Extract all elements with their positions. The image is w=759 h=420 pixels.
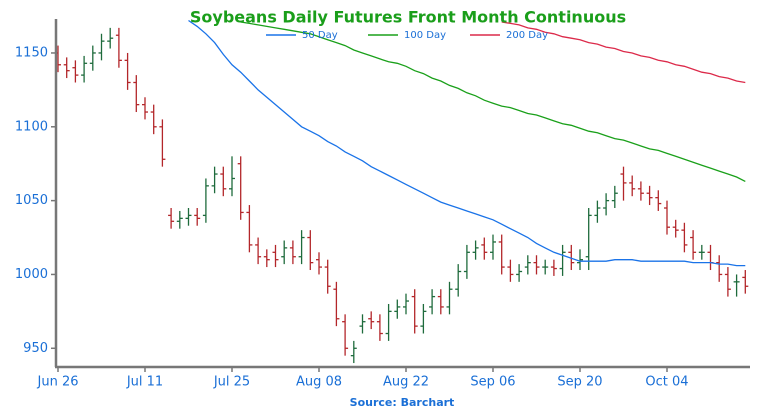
moving-average-line — [240, 21, 746, 182]
legend-label: 200 Day — [506, 30, 548, 41]
legend: 50 Day 100 Day 200 Day — [266, 30, 548, 41]
source-note: Source: Barchart — [350, 396, 455, 409]
y-tick-label: 1050 — [15, 193, 48, 208]
legend-label: 100 Day — [404, 30, 446, 41]
x-tick-label: Sep 20 — [557, 375, 602, 390]
x-tick-label: Aug 22 — [383, 375, 429, 390]
moving-average-layer — [188, 19, 746, 267]
y-tick-label: 1150 — [15, 45, 48, 60]
moving-average-line — [501, 21, 746, 84]
y-tick-label: 950 — [23, 341, 48, 356]
x-tick-label: Oct 04 — [645, 375, 688, 390]
moving-average-line — [188, 19, 746, 267]
x-tick-label: Jun 26 — [37, 375, 79, 390]
marks-layer — [55, 27, 749, 364]
x-tick-label: Jul 11 — [126, 375, 163, 390]
axes-layer: 950 1000 1050 1100 1150 Jun 26 Jul 11 Jul 25 Aug… — [15, 45, 689, 389]
y-tick-label: 1000 — [15, 267, 48, 282]
chart-title: Soybeans Daily Futures Front Month Conti… — [190, 8, 626, 27]
x-tick-label: Jul 25 — [213, 375, 250, 390]
x-tick-label: Sep 06 — [470, 375, 515, 390]
y-tick-label: 1100 — [15, 119, 48, 134]
x-tick-label: Aug 08 — [296, 375, 342, 390]
legend-label: 50 Day — [302, 30, 338, 41]
